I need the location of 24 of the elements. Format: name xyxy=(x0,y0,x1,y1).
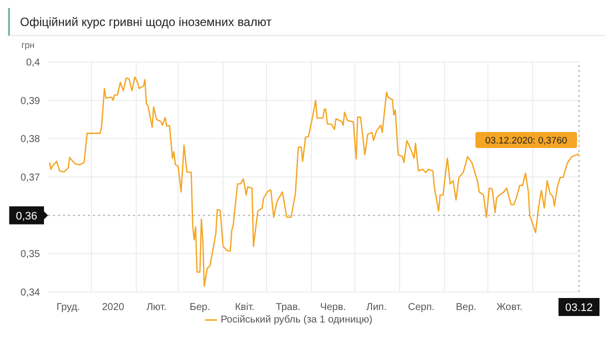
legend-label: Російський рубль (за 1 одиницю) xyxy=(220,314,372,326)
line-series xyxy=(48,76,579,287)
x-tick-label: Груд. xyxy=(56,302,80,313)
x-tick-label: Черв. xyxy=(320,302,346,313)
x-tick-label: Бер. xyxy=(190,302,210,313)
x-tick-label: Трав. xyxy=(276,302,301,313)
x-tick-label: Квіт. xyxy=(234,302,255,313)
y-tick-label: 0,37 xyxy=(20,172,40,184)
x-tick-label: 03.12 xyxy=(565,302,593,314)
y-tick-label: 0,34 xyxy=(20,288,40,299)
y-tick-label: 0,35 xyxy=(20,249,40,260)
y-axis-title: грн xyxy=(21,40,35,50)
x-tick-label: 2020 xyxy=(102,302,125,313)
x-tick-label: Вер. xyxy=(456,302,476,313)
y-tick-label: 0,38 xyxy=(20,134,40,146)
annotation: 03.12.2020: 0,3760 xyxy=(485,136,568,146)
ref-line-label: 0,36 xyxy=(16,210,38,222)
y-tick-label: 0,4 xyxy=(26,58,40,69)
x-tick-label: Лип. xyxy=(366,302,387,313)
x-tick-label: Серп. xyxy=(408,302,435,313)
x-tick-label: Жовт. xyxy=(496,302,523,313)
y-tick-label: 0,39 xyxy=(20,96,40,107)
x-tick-label: Лют. xyxy=(146,302,167,313)
chart-title: Офіційний курс гривні щодо іноземних валют xyxy=(8,8,605,36)
